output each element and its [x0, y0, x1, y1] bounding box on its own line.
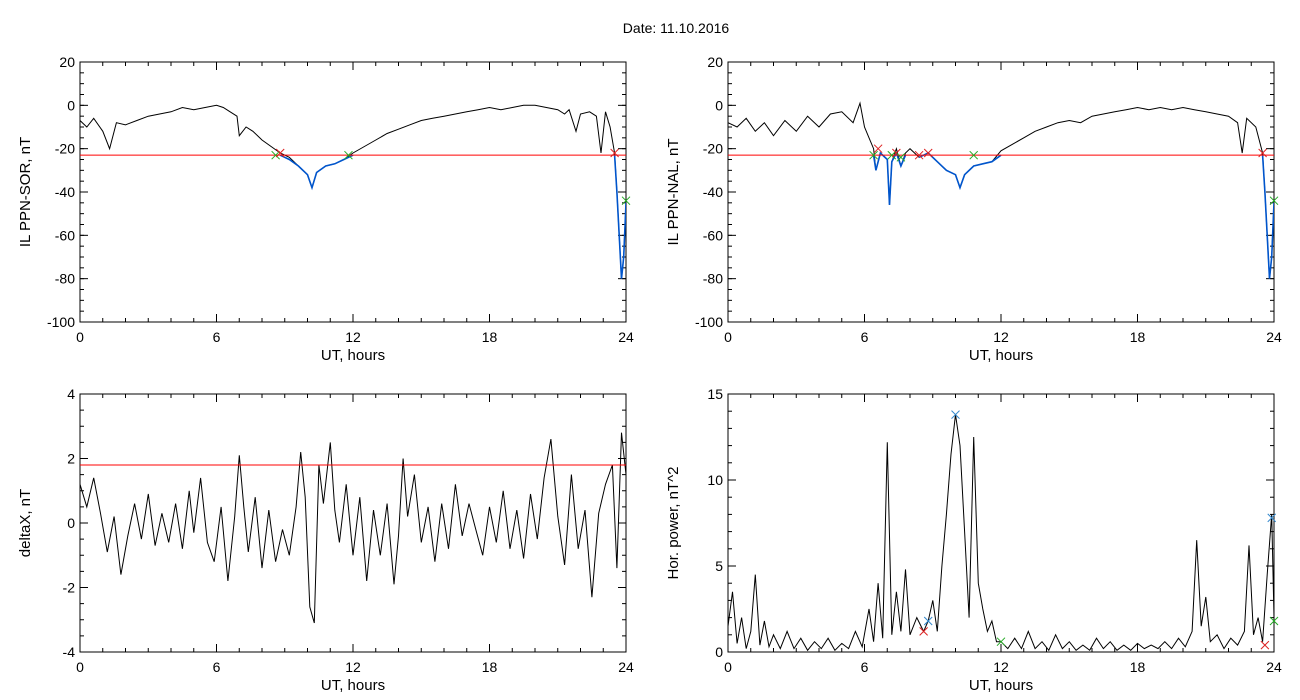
y-tick-label: 2 [67, 451, 75, 467]
x-tick-label: 18 [1130, 329, 1146, 345]
y-tick-label: -100 [695, 314, 723, 330]
series-line [80, 104, 626, 279]
y-axis-label: Hor. power, nT^2 [665, 467, 682, 580]
highlight-segment [279, 154, 354, 191]
x-tick-label: 6 [861, 329, 869, 345]
y-tick-label: 15 [707, 386, 723, 402]
y-tick-label: 0 [67, 97, 75, 113]
event-marker [887, 150, 897, 160]
event-marker [923, 616, 933, 626]
x-tick-label: 0 [76, 659, 84, 675]
plot-frame [79, 61, 627, 323]
event-marker [1258, 148, 1267, 158]
highlight-segment [872, 150, 907, 206]
plot-area [80, 432, 626, 624]
y-tick-label: -60 [703, 227, 723, 243]
y-tick-label: -2 [63, 580, 76, 596]
y-tick-label: 5 [715, 558, 723, 574]
x-tick-label: 0 [76, 329, 84, 345]
y-tick-label: -20 [55, 141, 75, 157]
x-tick-label: 0 [724, 659, 732, 675]
event-marker [923, 148, 933, 158]
series-line [728, 101, 1274, 279]
y-tick-label: 20 [707, 54, 723, 70]
x-tick-label: 12 [993, 329, 1009, 345]
event-marker [996, 637, 1006, 647]
y-tick-label: 0 [715, 97, 723, 113]
y-tick-label: -60 [55, 227, 75, 243]
event-marker [610, 148, 619, 158]
x-tick-label: 6 [213, 659, 221, 675]
x-axis-label: UT, hours [969, 677, 1033, 694]
plot-frame [727, 393, 1275, 653]
event-marker [1267, 513, 1277, 523]
x-axis-label: UT, hours [321, 677, 385, 694]
plot-area [728, 101, 1274, 279]
event-marker [951, 410, 960, 419]
y-tick-label: -80 [55, 271, 75, 287]
chart-power: 0 6 12 18 24 0 5 10 15 UT, hours Hor. power, nT^2 [665, 386, 1282, 694]
x-axis-label: UT, hours [321, 347, 385, 364]
event-marker [969, 150, 979, 160]
x-tick-label: 24 [618, 659, 634, 675]
y-tick-label: 0 [715, 644, 723, 660]
y-axis-label: IL PPN-NAL, nT [665, 139, 682, 246]
highlight-segment [918, 152, 1002, 191]
y-tick-label: -40 [55, 184, 75, 200]
highlight-segment [1261, 155, 1274, 279]
x-tick-label: 24 [1266, 659, 1282, 675]
x-tick-label: 18 [482, 659, 498, 675]
y-tick-label: -20 [703, 141, 723, 157]
series-line [80, 432, 626, 624]
y-axis-label: IL PPN-SOR, nT [17, 137, 34, 247]
event-marker [896, 152, 906, 162]
chart-sor: 0 6 12 18 24 -100 -80 -60 -40 -20 0 20 UT, hours IL P… [17, 54, 634, 364]
y-tick-label: -4 [63, 644, 76, 660]
series-line [728, 414, 1274, 652]
y-tick-label: -80 [703, 271, 723, 287]
x-tick-label: 12 [345, 659, 361, 675]
event-marker [271, 150, 281, 160]
y-tick-label: -40 [703, 184, 723, 200]
y-tick-label: -100 [47, 314, 75, 330]
x-tick-label: 18 [1130, 659, 1146, 675]
plot-area [728, 414, 1274, 652]
plot-frame [727, 61, 1275, 323]
y-tick-label: 10 [707, 472, 723, 488]
event-marker [1260, 640, 1270, 650]
event-marker [275, 148, 285, 158]
x-tick-label: 24 [618, 329, 634, 345]
event-marker [1269, 196, 1279, 206]
event-marker [873, 144, 883, 154]
event-marker [344, 150, 353, 160]
plot-area [80, 104, 626, 279]
y-axis-label: deltaX, nT [17, 489, 34, 557]
event-marker [1269, 616, 1279, 626]
highlight-segment [613, 155, 626, 279]
y-tick-label: 4 [67, 386, 75, 402]
x-tick-label: 12 [993, 659, 1009, 675]
event-marker [869, 150, 878, 160]
event-marker [919, 627, 929, 636]
y-tick-label: 20 [59, 54, 75, 70]
figure-title: Date: 11.10.2016 [623, 20, 730, 36]
x-tick-label: 12 [345, 329, 361, 345]
chart-nal: 0 6 12 18 24 -100 -80 -60 -40 -20 0 20 UT, hours IL P… [665, 54, 1282, 364]
x-tick-label: 6 [213, 329, 221, 345]
event-marker [621, 196, 631, 206]
y-tick-label: 0 [67, 515, 75, 531]
x-tick-label: 6 [861, 659, 869, 675]
event-marker [914, 150, 924, 160]
plot-frame [79, 393, 627, 653]
x-tick-label: 0 [724, 329, 732, 345]
x-tick-label: 24 [1266, 329, 1282, 345]
x-axis-label: UT, hours [969, 347, 1033, 364]
x-tick-label: 18 [482, 329, 498, 345]
